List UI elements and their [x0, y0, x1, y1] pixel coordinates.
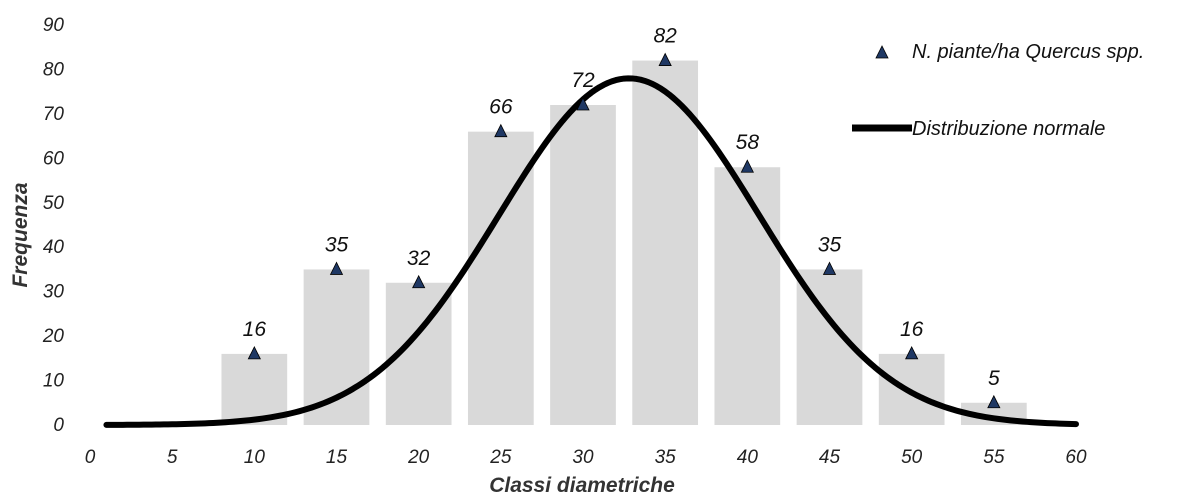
data-label: 35	[325, 233, 349, 256]
data-labels-layer: 16 35 32 66 72 82 58 35 16 5	[243, 25, 1000, 390]
data-label: 35	[818, 233, 842, 256]
y-tick-label: 30	[43, 282, 65, 303]
y-tick-label: 10	[43, 371, 65, 392]
x-tick-label: 25	[489, 447, 512, 468]
bar	[303, 269, 370, 425]
y-tick-label: 80	[43, 59, 65, 80]
y-axis-ticks: 0 10 20 30 40 50 60 70 80 90	[42, 15, 65, 436]
data-marker	[822, 261, 837, 275]
x-tick-label: 40	[737, 447, 759, 468]
normal-curve-line	[103, 75, 1079, 428]
data-label: 32	[407, 247, 431, 270]
y-tick-label: 0	[53, 415, 64, 436]
data-marker	[329, 261, 344, 275]
data-marker	[658, 52, 672, 66]
y-tick-label: 70	[43, 104, 65, 125]
data-marker	[905, 345, 919, 360]
data-label: 66	[489, 96, 513, 119]
y-tick-label: 60	[43, 148, 65, 169]
x-tick-label: 55	[983, 447, 1005, 468]
legend-marker-icon	[875, 45, 889, 59]
y-axis-title: Frequenza	[9, 182, 32, 287]
bar	[632, 60, 699, 426]
data-marker	[494, 123, 508, 138]
x-tick-label: 0	[85, 447, 96, 468]
x-tick-label: 45	[819, 447, 841, 468]
x-tick-label: 50	[901, 447, 923, 468]
markers-layer	[247, 52, 1001, 409]
bar	[550, 105, 616, 425]
data-label: 58	[736, 131, 760, 154]
bar	[221, 353, 288, 425]
bar	[714, 167, 781, 425]
x-tick-label: 30	[572, 447, 594, 468]
x-tick-label: 15	[326, 447, 348, 468]
x-axis-ticks: 0 5 10 15 20 25 30 35 40 45 50 55 60	[85, 447, 1087, 468]
legend: N. piante/ha Quercus spp. Distribuzione …	[852, 41, 1144, 140]
x-tick-label: 35	[655, 447, 677, 468]
x-tick-label: 10	[244, 447, 266, 468]
legend-label-series: N. piante/ha Quercus spp.	[912, 41, 1144, 63]
y-tick-label: 90	[43, 15, 65, 36]
y-tick-label: 40	[43, 237, 65, 258]
x-tick-label: 20	[407, 447, 430, 468]
x-axis-title: Classi diametriche	[489, 474, 675, 497]
x-tick-label: 60	[1065, 447, 1087, 468]
data-label: 72	[571, 69, 595, 92]
y-tick-label: 50	[43, 193, 65, 214]
data-label: 5	[988, 367, 1000, 390]
data-label: 16	[243, 318, 267, 341]
data-marker	[740, 159, 754, 173]
x-tick-label: 5	[167, 447, 178, 468]
data-marker	[987, 394, 1001, 409]
legend-label-curve: Distribuzione normale	[912, 118, 1105, 140]
data-label: 16	[900, 318, 924, 341]
data-label: 82	[653, 25, 677, 48]
data-marker	[247, 345, 261, 360]
y-tick-label: 20	[42, 326, 65, 347]
data-marker	[412, 274, 426, 289]
normal-curve-layer	[103, 75, 1079, 428]
data-marker	[576, 97, 590, 111]
